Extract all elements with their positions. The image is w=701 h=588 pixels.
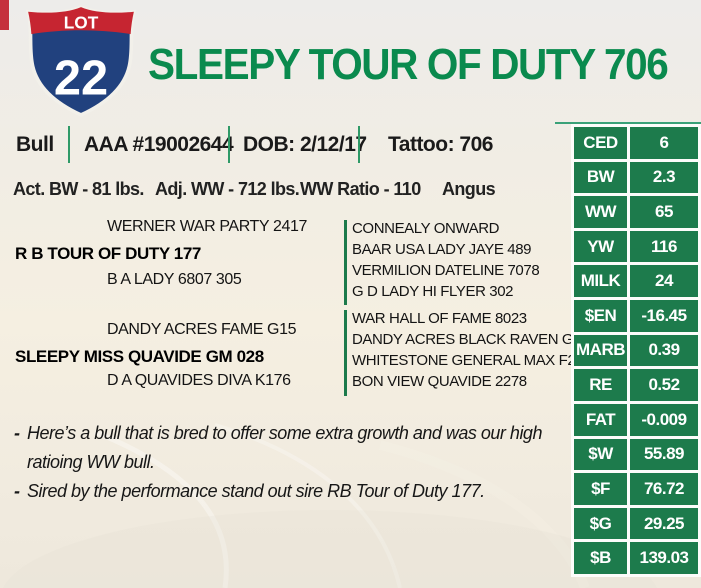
lot-number: 22: [54, 52, 108, 106]
dob-label: DOB: 2/12/17: [243, 133, 367, 156]
act-bw-label: Act. BW - 81 lbs.: [13, 179, 144, 199]
epd-label: CED: [574, 127, 627, 159]
dam-ancestor: WHITESTONE GENERAL MAX F202: [352, 352, 592, 369]
epd-value: 55.89: [630, 438, 698, 471]
pedigree-group-bar: [344, 220, 347, 305]
epd-label: MILK: [574, 265, 627, 298]
dam-sire-name: DANDY ACRES FAME G15: [107, 321, 297, 338]
epd-label: MARB: [574, 334, 627, 367]
epd-value: 139.03: [630, 542, 698, 574]
registration-label: AAA #19002644: [84, 133, 234, 156]
pedigree-group-bar: [344, 310, 347, 396]
sire-ancestor: VERMILION DATELINE 7078: [352, 262, 540, 279]
sire-ancestor: BAAR USA LADY JAYE 489: [352, 241, 532, 258]
sale-notes: - Here’s a bull that is bred to offer so…: [14, 419, 566, 506]
info-divider: [358, 126, 360, 163]
ww-ratio-label: WW Ratio - 110: [300, 179, 421, 199]
note-bullet: -: [14, 423, 20, 443]
dam-ancestor: BON VIEW QUAVIDE 2278: [352, 373, 527, 390]
sire-ancestor: CONNEALY ONWARD: [352, 220, 500, 237]
note-text: Here’s a bull that is bred to offer some…: [27, 423, 542, 472]
epd-label: BW: [574, 161, 627, 194]
epd-table-topline: [555, 122, 701, 124]
tattoo-label: Tattoo: 706: [388, 133, 493, 156]
note-bullet: -: [14, 481, 20, 501]
epd-value: 0.39: [630, 334, 698, 367]
dam-name: SLEEPY MISS QUAVIDE GM 028: [15, 347, 264, 366]
page-title: SLEEPY TOUR OF DUTY 706: [148, 40, 669, 89]
note-item: - Sired by the performance stand out sir…: [14, 477, 566, 506]
epd-value: 6: [630, 127, 698, 159]
epd-value: -16.45: [630, 300, 698, 332]
lot-label: LOT: [64, 12, 99, 32]
epd-label: $W: [574, 438, 627, 471]
info-divider: [228, 126, 230, 163]
sire-sire-name: WERNER WAR PARTY 2417: [107, 218, 307, 235]
epd-value: 65: [630, 196, 698, 228]
epd-label: $B: [574, 542, 627, 574]
note-text: Sired by the performance stand out sire …: [27, 481, 485, 501]
epd-label: $F: [574, 473, 627, 505]
lot-number-shield: LOT 22: [25, 5, 137, 117]
epd-value: 24: [630, 265, 698, 298]
adj-ww-label: Adj. WW - 712 lbs.: [155, 179, 300, 199]
epd-label: $EN: [574, 300, 627, 332]
epd-value: 29.25: [630, 507, 698, 540]
epd-label: RE: [574, 369, 627, 401]
epd-value: 2.3: [630, 161, 698, 194]
epd-value: 0.52: [630, 369, 698, 401]
breed-label: Angus: [442, 179, 496, 199]
epd-label: YW: [574, 230, 627, 263]
sire-name: R B TOUR OF DUTY 177: [15, 244, 201, 263]
epd-label: WW: [574, 196, 627, 228]
dam-ancestor: DANDY ACRES BLACK RAVEN G129: [352, 331, 598, 348]
sex-label: Bull: [16, 133, 54, 156]
sire-dam-name: B A LADY 6807 305: [107, 271, 242, 288]
epd-label: FAT: [574, 403, 627, 436]
epd-value: 116: [630, 230, 698, 263]
note-item: - Here’s a bull that is bred to offer so…: [14, 419, 566, 477]
info-divider: [68, 126, 70, 163]
sire-ancestor: G D LADY HI FLYER 302: [352, 283, 514, 300]
epd-label: $G: [574, 507, 627, 540]
epd-table: CED 6 BW 2.3 WW 65 YW 116 MILK 24 $EN -1…: [571, 124, 701, 577]
epd-value: 76.72: [630, 473, 698, 505]
epd-value: -0.009: [630, 403, 698, 436]
dam-dam-name: D A QUAVIDES DIVA K176: [107, 372, 291, 389]
dam-ancestor: WAR HALL OF FAME 8023: [352, 310, 527, 327]
corner-accent-bar: [0, 0, 9, 30]
